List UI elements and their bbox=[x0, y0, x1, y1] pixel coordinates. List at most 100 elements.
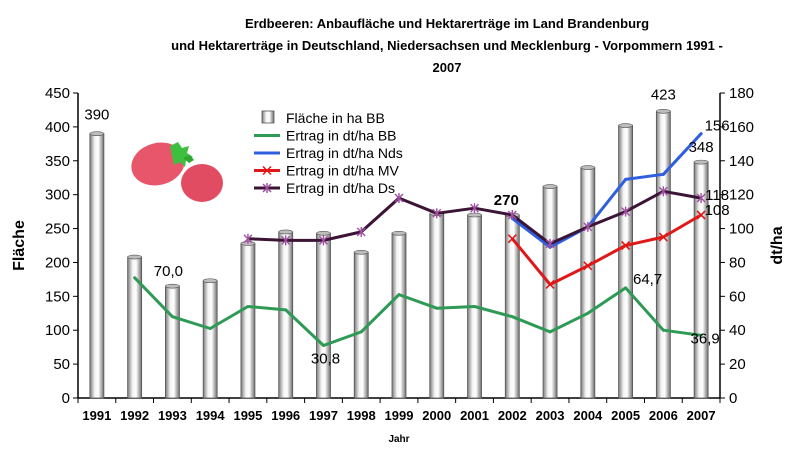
point-marker-asterisk bbox=[318, 235, 328, 246]
bar-flaeche-2005 bbox=[618, 125, 633, 399]
bar-top-2001 bbox=[467, 212, 482, 218]
point-marker bbox=[510, 315, 514, 319]
title-line-2: und Hektarerträge in Deutschland, Nieder… bbox=[171, 38, 723, 53]
bar-top-2003 bbox=[542, 184, 558, 189]
point-marker-x bbox=[583, 261, 593, 271]
point-marker bbox=[246, 305, 250, 308]
point-marker-asterisk bbox=[432, 208, 442, 219]
point-marker-asterisk bbox=[621, 206, 631, 217]
x-tick-label: 1998 bbox=[347, 408, 376, 423]
bar-top-2006 bbox=[656, 109, 671, 114]
point-marker bbox=[133, 276, 137, 280]
point-marker bbox=[699, 132, 703, 136]
point-marker bbox=[170, 315, 174, 319]
data-label: 30,8 bbox=[311, 350, 340, 367]
title-line-3: 2007 bbox=[433, 60, 462, 75]
y-tick-label: 400 bbox=[45, 119, 70, 136]
y2-tick-label: 20 bbox=[729, 356, 746, 373]
x-tick-label: 1991 bbox=[82, 408, 111, 423]
point-marker-stroke bbox=[583, 261, 593, 271]
strawberry-shape bbox=[181, 164, 223, 202]
bar-top-1999 bbox=[391, 231, 407, 236]
line-series-2 bbox=[511, 213, 702, 286]
y-tick-label: 50 bbox=[53, 356, 70, 373]
point-marker-asterisk bbox=[507, 210, 517, 220]
legend-label: Ertrag in dt/ha MV bbox=[286, 163, 399, 179]
data-label: 423 bbox=[651, 86, 676, 103]
data-label: 156 bbox=[705, 118, 730, 135]
x-tick-label: 1997 bbox=[309, 408, 338, 423]
point-marker bbox=[661, 328, 665, 332]
y-tick-label: 450 bbox=[45, 85, 70, 102]
y-tick-label: 200 bbox=[45, 254, 70, 271]
strawberry-leaf-shape bbox=[170, 142, 193, 167]
axes: 0501001502002503003504004500204060801001… bbox=[11, 85, 786, 445]
legend-marker-stroke bbox=[262, 165, 272, 176]
point-marker-x bbox=[696, 210, 706, 220]
x-tick-label: 1999 bbox=[385, 408, 414, 423]
x-tick-label: 2001 bbox=[460, 408, 489, 423]
bar-flaeche-1997 bbox=[316, 232, 331, 399]
x-tick-label: 2005 bbox=[611, 408, 640, 423]
y-tick-label: 0 bbox=[62, 390, 70, 407]
bar-flaeche-1995 bbox=[240, 243, 256, 399]
point-marker-asterisk bbox=[394, 193, 404, 204]
x-tick-label: 1996 bbox=[271, 408, 300, 423]
bar-top-1993 bbox=[165, 283, 180, 289]
line-series bbox=[133, 132, 706, 347]
y2-tick-label: 100 bbox=[729, 221, 754, 238]
bar-flaeche-2006 bbox=[655, 110, 671, 399]
point-marker-x bbox=[545, 279, 555, 290]
legend-label: Fläche in ha BB bbox=[286, 110, 385, 126]
y-tick-label: 150 bbox=[45, 288, 70, 305]
point-marker-stroke bbox=[621, 240, 631, 251]
bar-top-2007 bbox=[693, 159, 709, 165]
bar-series bbox=[89, 109, 709, 399]
y-tick-label: 250 bbox=[45, 221, 70, 238]
point-marker bbox=[624, 177, 628, 181]
point-marker bbox=[661, 172, 665, 176]
y2-tick-label: 60 bbox=[729, 288, 746, 305]
bar-flaeche-1991 bbox=[89, 133, 105, 399]
x-tick-label: 2006 bbox=[649, 408, 678, 423]
bar-flaeche-2004 bbox=[580, 167, 596, 399]
y2-tick-label: 140 bbox=[729, 153, 754, 170]
point-marker bbox=[397, 293, 401, 297]
point-marker-asterisk bbox=[583, 221, 593, 232]
bar-top-1997 bbox=[316, 231, 331, 236]
data-label: 36,9 bbox=[691, 330, 720, 347]
x-axis-label: Jahr bbox=[388, 434, 409, 445]
y-tick-label: 300 bbox=[45, 187, 70, 204]
point-marker-asterisk bbox=[281, 235, 291, 246]
point-marker-x bbox=[507, 234, 517, 244]
bar-flaeche-1994 bbox=[202, 280, 218, 399]
x-tick-label: 2004 bbox=[573, 408, 603, 423]
x-tick-label: 2002 bbox=[498, 408, 527, 423]
point-marker bbox=[473, 305, 477, 308]
x-tick-label: 1994 bbox=[196, 408, 226, 423]
data-label: 270 bbox=[494, 192, 519, 209]
point-marker-x bbox=[658, 232, 668, 242]
x-tick-label: 2003 bbox=[536, 408, 565, 423]
point-marker-stroke bbox=[507, 234, 517, 244]
title-line-1: Erdbeeren: Anbaufläche und Hektarerträge… bbox=[245, 16, 649, 31]
legend-label: Ertrag in dt/ha Nds bbox=[286, 145, 403, 161]
strawberry-leaf-shape bbox=[183, 155, 194, 163]
point-marker bbox=[321, 343, 325, 347]
point-marker-asterisk bbox=[356, 226, 366, 237]
point-marker-stroke bbox=[545, 279, 555, 290]
point-marker bbox=[435, 306, 439, 310]
bar-top-1996 bbox=[278, 229, 294, 235]
bar-flaeche-1999 bbox=[391, 232, 407, 399]
point-marker-asterisk bbox=[470, 203, 480, 214]
strawberry-shape bbox=[131, 142, 185, 186]
data-label: 118 bbox=[705, 187, 729, 204]
y2-tick-label: 180 bbox=[729, 85, 754, 102]
data-label: 348 bbox=[689, 139, 714, 156]
point-marker-asterisk bbox=[243, 233, 253, 244]
y2-tick-label: 0 bbox=[729, 390, 737, 407]
data-label: 70,0 bbox=[154, 263, 183, 280]
